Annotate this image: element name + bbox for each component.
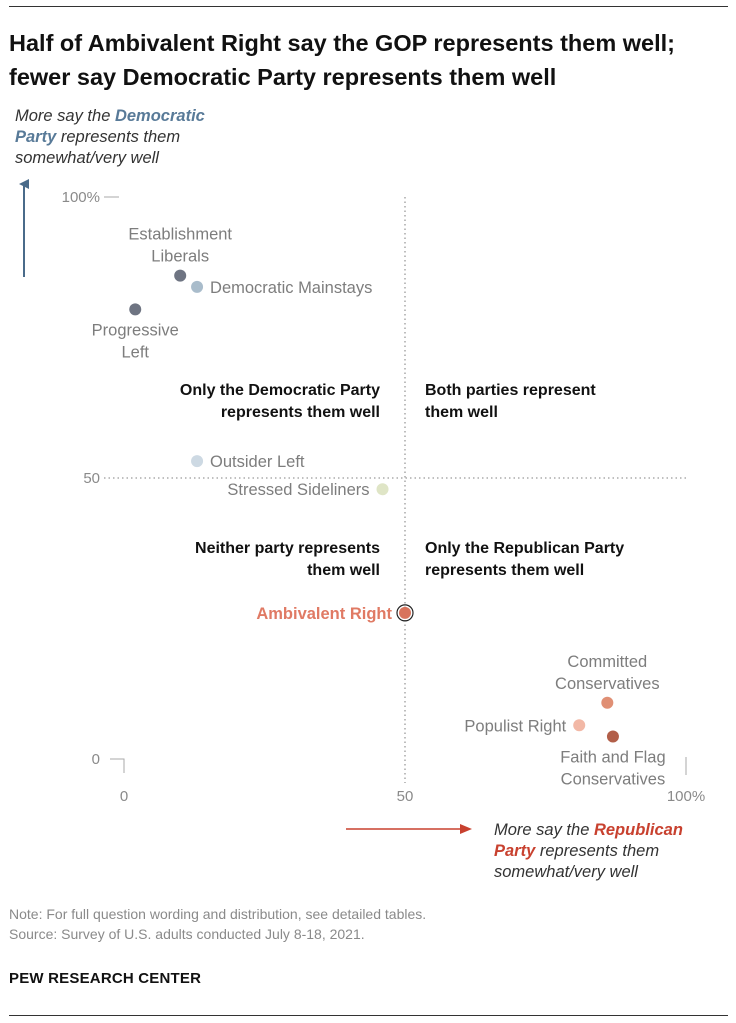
party-highlight: Party (494, 842, 536, 860)
point-label-establishment-liberals: Liberals (151, 248, 209, 266)
x-tick-label-100: 100% (667, 788, 705, 805)
point-label-progressive-left: Left (121, 343, 149, 361)
note-text: Note: For full question wording and dist… (9, 906, 427, 922)
quadrant-label-top-right: Both parties represent (425, 382, 596, 399)
data-point-progressive-left (129, 303, 142, 316)
quadrant-label-bottom-left: Neither party represents (195, 540, 380, 557)
data-point-democratic-mainstays (191, 280, 204, 293)
source-text: Source: Survey of U.S. adults conducted … (9, 926, 365, 942)
y-tick-label-0: 0 (92, 751, 100, 768)
point-label-establishment-liberals: Establishment (128, 226, 232, 244)
origin-corner-mark (110, 758, 125, 773)
quadrant-label-top-left: Only the Democratic Party (180, 382, 380, 399)
point-label-progressive-left: Progressive (92, 321, 179, 339)
y-tick-label-50: 50 (83, 470, 100, 487)
data-point-ambivalent-right (399, 606, 411, 619)
y-note-text: represents them (56, 128, 181, 146)
data-point-committed-conservatives (601, 696, 614, 709)
republican-arrow-head (460, 824, 472, 834)
data-point-faith-and-flag-conservatives (606, 730, 619, 743)
axes-layer: 0 50 100% 0 50 100% (19, 179, 705, 834)
y-axis-note: More say the Democratic Party represents… (15, 106, 205, 169)
top-rule (9, 6, 728, 7)
point-label-ambivalent-right: Ambivalent Right (256, 605, 392, 623)
data-point-establishment-liberals (174, 269, 187, 282)
x-tick-label-50: 50 (397, 788, 414, 805)
x-note-text: somewhat/very well (494, 863, 638, 881)
y-note-text: More say the (15, 107, 115, 125)
quadrant-label-top-left: represents them well (221, 404, 380, 421)
point-label-committed-conservatives: Conservatives (555, 675, 660, 693)
quadrant-label-top-right: them well (425, 404, 498, 421)
y-note-text: somewhat/very well (15, 149, 159, 167)
x-tick-label-0: 0 (120, 788, 128, 805)
scatter-chart: 0 50 100% 0 50 100% Establishment LiberalsDemo… (19, 179, 705, 834)
x-note-text: More say the (494, 821, 594, 839)
brand-label: PEW RESEARCH CENTER (9, 970, 202, 987)
democratic-party-highlight: Democratic (114, 107, 205, 125)
y-tick-label-100: 100% (62, 189, 100, 206)
data-point-populist-right (573, 719, 586, 732)
highlight-ring (396, 604, 414, 622)
footnote: Note: For full question wording and dist… (9, 904, 426, 944)
x-note-text: represents them (535, 842, 660, 860)
bottom-rule (9, 1015, 728, 1016)
point-label-outsider-left: Outsider Left (210, 453, 305, 471)
point-label-democratic-mainstays: Democratic Mainstays (210, 279, 372, 297)
quadrant-label-bottom-left: them well (307, 562, 380, 579)
party-highlight: Party (15, 128, 57, 146)
point-label-stressed-sideliners: Stressed Sideliners (227, 481, 369, 499)
x-axis-note: More say the Republican Party represents… (494, 820, 683, 883)
point-label-faith-and-flag-conservatives: Faith and Flag (560, 749, 665, 767)
republican-party-highlight: Republican (593, 821, 683, 839)
point-label-committed-conservatives: Committed (567, 653, 647, 671)
quadrant-label-bottom-right: Only the Republican Party (425, 540, 624, 557)
point-label-faith-and-flag-conservatives: Conservatives (561, 771, 666, 789)
quadrant-label-bottom-right: represents them well (425, 562, 584, 579)
chart-title: Half of Ambivalent Right say the GOP rep… (9, 30, 675, 90)
point-label-populist-right: Populist Right (464, 717, 566, 735)
quadrant-labels: Only the Democratic Party represents them… (180, 382, 624, 579)
data-point-stressed-sideliners (376, 483, 389, 496)
data-point-outsider-left (191, 455, 204, 468)
